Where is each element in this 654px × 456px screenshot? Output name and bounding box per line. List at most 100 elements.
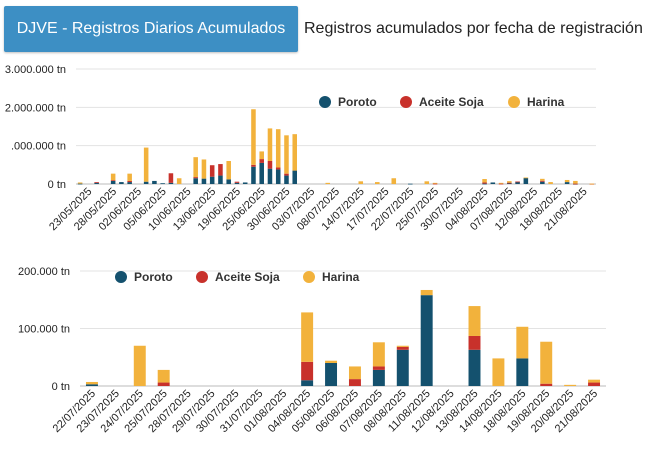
bar-segment-aceite-soja (540, 383, 553, 386)
bar-segment-harina (573, 180, 578, 184)
bar-segment-aceite-soja (540, 180, 545, 182)
bar-segment-poroto (490, 182, 496, 184)
bar-segment-harina (267, 128, 273, 161)
bar-segment-poroto (127, 182, 132, 184)
bar-segment-poroto (110, 180, 116, 184)
legend-marker-poroto (319, 96, 331, 108)
bar-segment-poroto (301, 380, 314, 386)
bar-segment-harina (226, 161, 231, 180)
bar-segment-harina (284, 135, 289, 174)
bar-segment-aceite-soja (372, 366, 385, 370)
bar-segment-aceite-soja (259, 159, 264, 163)
bar-segment-aceite-soja (209, 165, 215, 177)
bar-segment-poroto (77, 183, 83, 185)
legend-marker-aceite-soja (400, 96, 412, 108)
bar-segment-harina (275, 129, 281, 168)
bar-segment-poroto (85, 384, 98, 386)
bar-segment-poroto (259, 162, 264, 184)
bar-segment-aceite-soja (348, 379, 361, 386)
bar-segment-aceite-soja (110, 180, 116, 181)
bar-segment-poroto (242, 182, 248, 184)
bar-segment-harina (348, 366, 361, 380)
bar-segment-aceite-soja (482, 182, 487, 184)
bar-segment-poroto (119, 182, 124, 184)
bar-segment-harina (143, 147, 149, 182)
bar-segment-aceite-soja (301, 361, 314, 381)
legend-marker-poroto (115, 271, 127, 283)
bar-segment-poroto (143, 181, 149, 184)
bar-segment-harina (482, 179, 487, 183)
bar-segment-poroto (515, 181, 520, 184)
tab-registros-diarios[interactable]: DJVE - Registros Diarios Acumulados (4, 6, 298, 52)
bar-segment-harina (259, 151, 264, 160)
bar-segment-harina (325, 360, 338, 363)
bar-segment-poroto (292, 170, 297, 184)
bar-segment-poroto (251, 166, 256, 184)
bar-segment-harina (110, 173, 116, 181)
bar-segment-aceite-soja (498, 183, 504, 185)
legend-label: Poroto (134, 270, 173, 284)
bar-segment-harina (133, 345, 146, 386)
y-tick-label: 200.000 tn (18, 266, 70, 278)
bar-segment-harina (251, 109, 256, 165)
bar-segment-poroto (468, 349, 481, 386)
bar-segment-aceite-soja (94, 182, 99, 183)
bar-segment-aceite-soja (193, 177, 198, 179)
bar-segment-harina (396, 345, 409, 347)
bar-segment-poroto (152, 180, 157, 184)
bar-segment-poroto (325, 363, 338, 386)
bar-segment-poroto (396, 349, 409, 386)
legend-label: Harina (322, 270, 360, 284)
bar-segment-aceite-soja (515, 181, 520, 183)
bar-segment-harina (424, 181, 430, 184)
legend-marker-harina (508, 96, 520, 108)
bar-segment-poroto (372, 369, 385, 386)
bar-segment-harina (589, 183, 595, 185)
bar-segment-poroto (275, 169, 281, 184)
bar-segment-aceite-soja (251, 164, 256, 167)
bar-segment-aceite-soja (275, 167, 281, 170)
bar-segment-harina (432, 182, 438, 184)
bar-segment-harina (548, 182, 553, 184)
bar-segment-poroto (193, 178, 198, 184)
bar-segment-poroto (168, 182, 174, 184)
bar-segment-aceite-soja (267, 161, 273, 169)
bar-segment-aceite-soja (588, 382, 601, 386)
bar-segment-poroto (420, 295, 433, 386)
bar-segment-poroto (267, 168, 273, 184)
legend-label: Harina (527, 95, 565, 109)
bar-segment-harina (507, 181, 512, 183)
bar-segment-aceite-soja (168, 173, 174, 183)
y-tick-label: 100.000 tn (18, 324, 70, 336)
bar-segment-harina (564, 179, 570, 183)
bar-segment-poroto (234, 182, 240, 184)
bar-segment-harina (201, 159, 207, 179)
bar-segment-harina (85, 381, 98, 385)
bar-segment-harina (516, 326, 529, 359)
bar-segment-poroto (209, 176, 215, 184)
y-tick-label: 0 tn (52, 381, 70, 393)
legend-marker-harina (303, 271, 315, 283)
bar-segment-poroto (523, 177, 529, 184)
bar-segment-poroto (516, 358, 529, 386)
bar-segment-harina (358, 181, 364, 184)
bar-segment-poroto (540, 181, 545, 184)
bar-segment-harina (292, 134, 297, 171)
bar-segment-poroto (482, 183, 487, 185)
bar-segment-aceite-soja (396, 346, 409, 350)
bar-segment-poroto (284, 175, 289, 184)
bar-segment-harina (540, 341, 553, 384)
bar-segment-harina (468, 306, 481, 336)
bar-segment-poroto (94, 182, 99, 184)
y-tick-label: .000.000 tn (11, 141, 66, 153)
bar-segment-harina (523, 177, 529, 179)
y-tick-label: 0 tn (48, 179, 66, 191)
legend-marker-aceite-soja (196, 271, 208, 283)
bar-segment-aceite-soja (127, 180, 132, 183)
bar-segment-poroto (201, 178, 207, 184)
bar-segment-poroto (226, 179, 231, 184)
bar-segment-harina (420, 289, 433, 296)
legend-label: Poroto (338, 95, 377, 109)
legend-label: Aceite Soja (215, 270, 280, 284)
